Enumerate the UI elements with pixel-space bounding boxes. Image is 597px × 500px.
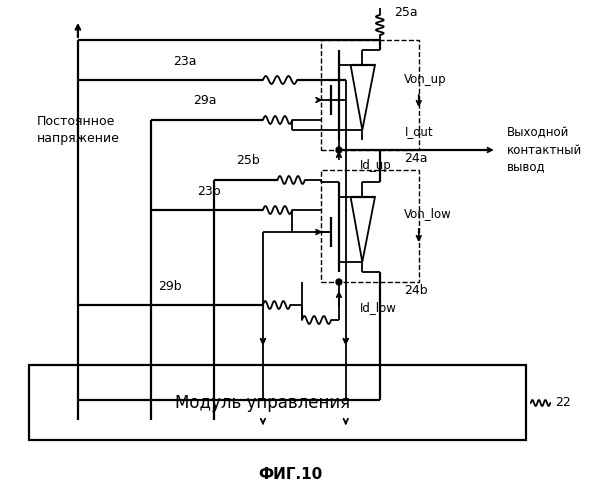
Text: 29b: 29b xyxy=(159,280,182,293)
Text: Von_up: Von_up xyxy=(404,74,447,86)
Bar xyxy=(321,40,418,150)
Circle shape xyxy=(336,279,342,285)
Text: 24b: 24b xyxy=(404,284,428,297)
Text: Выходной
контактный
вывод: Выходной контактный вывод xyxy=(506,126,581,174)
Text: 25b: 25b xyxy=(236,154,260,167)
Text: Модуль управления: Модуль управления xyxy=(176,394,350,412)
Text: Id_low: Id_low xyxy=(361,302,397,314)
Circle shape xyxy=(336,147,342,153)
Text: Id_up: Id_up xyxy=(361,158,392,172)
Text: ФИГ.10: ФИГ.10 xyxy=(258,467,322,482)
Text: 29a: 29a xyxy=(193,94,216,107)
Text: 23a: 23a xyxy=(173,55,197,68)
Bar xyxy=(29,365,526,440)
Text: 23b: 23b xyxy=(198,185,221,198)
Text: Von_low: Von_low xyxy=(404,208,452,220)
Text: 24a: 24a xyxy=(404,152,427,165)
Bar xyxy=(321,170,418,282)
Text: I_out: I_out xyxy=(405,125,433,138)
Text: 22: 22 xyxy=(555,396,571,409)
Text: Постоянное
напряжение: Постоянное напряжение xyxy=(37,115,120,145)
Text: 25a: 25a xyxy=(395,6,418,18)
